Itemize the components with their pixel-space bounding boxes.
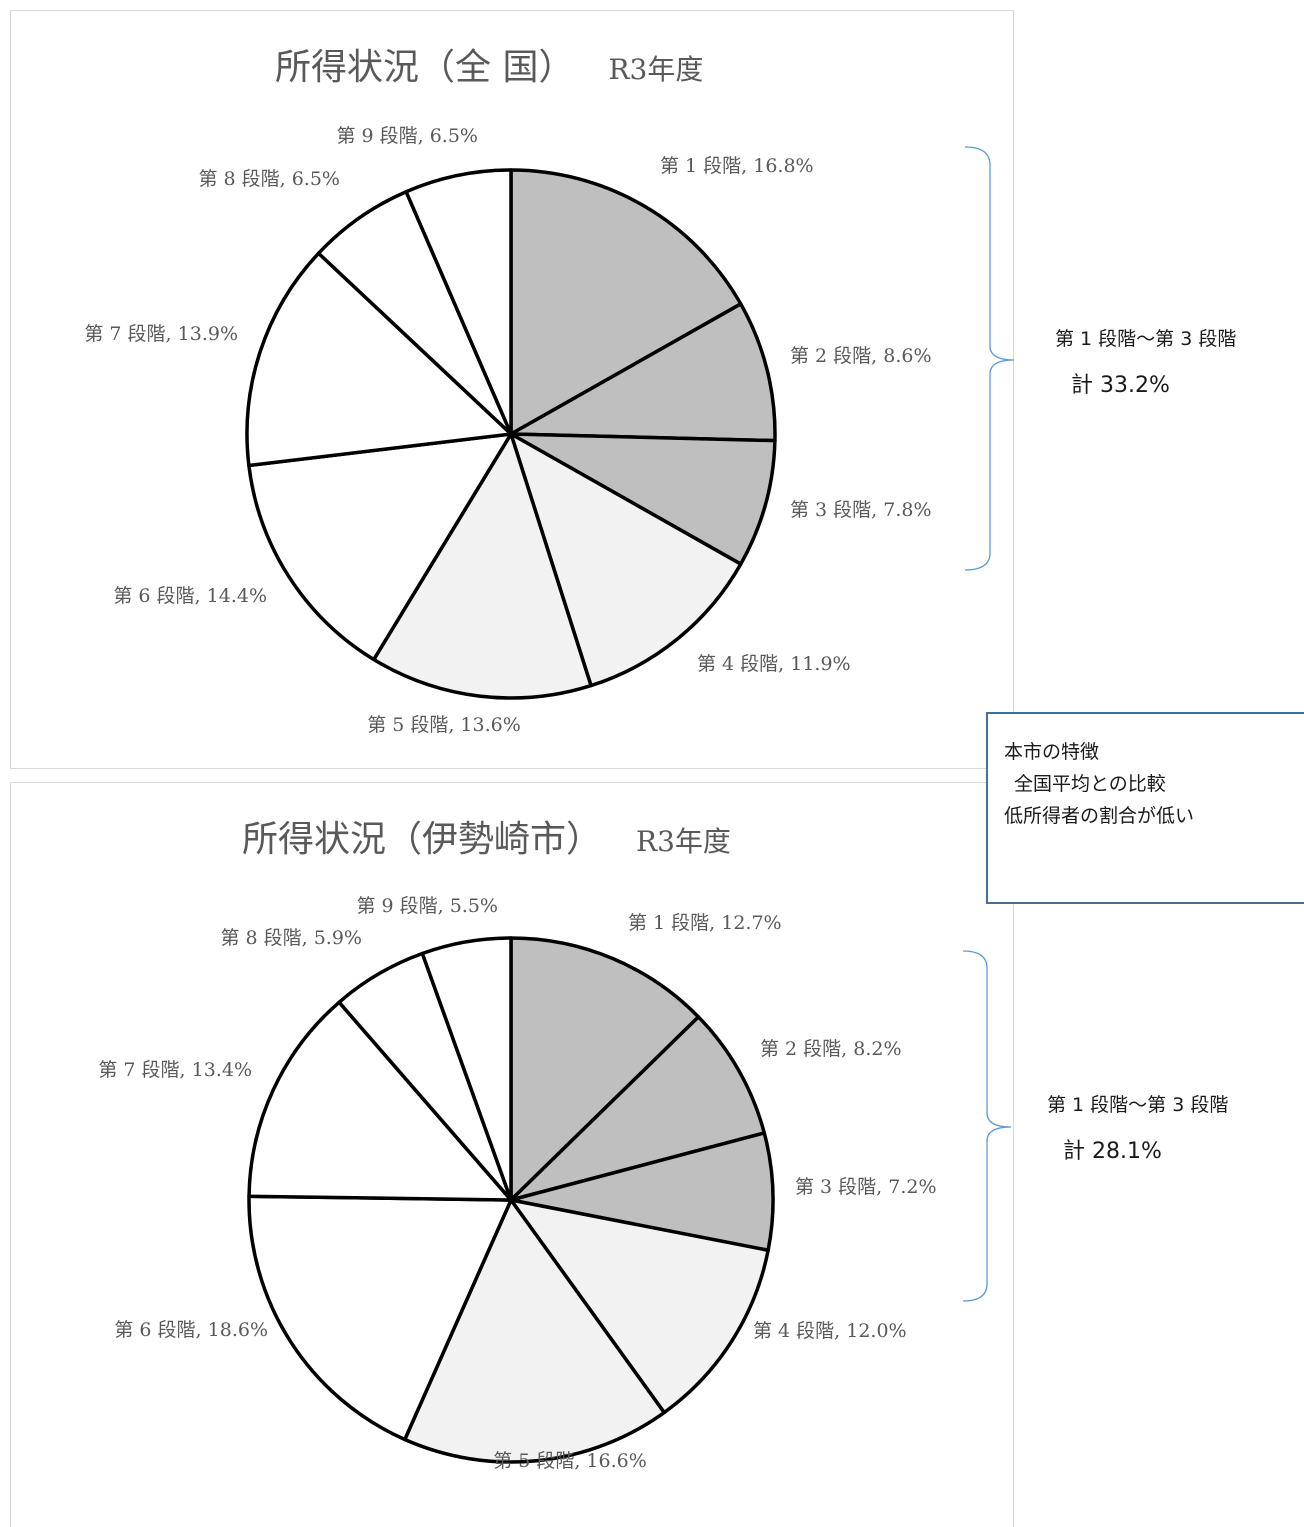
pie-national: 第 1 段階, 16.8% 第 2 段階, 8.6% 第 3 段階, 7.8% 第 4… bbox=[84, 125, 931, 736]
note-box: 本市の特徴 全国平均との比較 低所得者の割合が低い bbox=[986, 712, 1304, 904]
slice-label-9: 第 9 段階, 5.5% bbox=[356, 895, 498, 917]
slice-label-8: 第 8 段階, 5.9% bbox=[220, 927, 362, 949]
chart-title-text: 所得状況（全 国） bbox=[275, 47, 575, 88]
slice-label-8: 第 8 段階, 6.5% bbox=[198, 168, 340, 190]
slice-label-3: 第 3 段階, 7.8% bbox=[790, 499, 932, 521]
pie-slice-2 bbox=[509, 1015, 767, 1202]
pie-slice-3 bbox=[509, 432, 777, 566]
summary-range: 第 1 段階～第 3 段階 bbox=[1047, 1094, 1229, 1116]
slice-label-1: 第 1 段階, 12.7% bbox=[628, 912, 782, 934]
pie-slice-6 bbox=[247, 1194, 513, 1442]
pie-slice-2 bbox=[509, 302, 777, 443]
bracket-isesaki bbox=[962, 950, 1012, 1302]
slice-label-5: 第 5 段階, 16.6% bbox=[493, 1450, 647, 1472]
slice-label-7: 第 7 段階, 13.4% bbox=[98, 1059, 252, 1081]
slice-label-9: 第 9 段階, 6.5% bbox=[336, 125, 478, 147]
slice-label-5: 第 5 段階, 13.6% bbox=[367, 714, 521, 736]
pie-slice-5 bbox=[372, 432, 593, 700]
chart-title-national: 所得状況（全 国） R3年度 bbox=[275, 38, 703, 90]
summary-national: 第 1 段階～第 3 段階 計 33.2% bbox=[1055, 324, 1236, 399]
slice-label-6: 第 6 段階, 14.4% bbox=[113, 585, 267, 607]
summary-total: 計 33.2% bbox=[1071, 373, 1170, 398]
summary-range: 第 1 段階～第 3 段階 bbox=[1055, 328, 1237, 350]
slice-label-1: 第 1 段階, 16.8% bbox=[660, 155, 814, 177]
pie-slice-1 bbox=[509, 936, 701, 1202]
slice-label-7: 第 7 段階, 13.9% bbox=[84, 323, 238, 345]
slice-label-3: 第 3 段階, 7.2% bbox=[795, 1176, 937, 1198]
pie-slice-7 bbox=[247, 1000, 513, 1202]
note-line: 低所得者の割合が低い bbox=[1004, 805, 1195, 827]
pie-slice-3 bbox=[509, 1131, 775, 1253]
note-line: 本市の特徴 bbox=[1004, 741, 1100, 763]
note-line: 全国平均との比較 bbox=[1014, 773, 1166, 795]
slice-label-4: 第 4 段階, 11.9% bbox=[697, 653, 851, 675]
pie-slice-7 bbox=[245, 251, 513, 468]
chart-subtitle: R3年度 bbox=[608, 53, 704, 86]
pie-isesaki: 第 1 段階, 12.7% 第 2 段階, 8.2% 第 3 段階, 7.2% 第 4… bbox=[98, 895, 936, 1472]
pie-slice-1 bbox=[509, 168, 743, 436]
pie-slice-9 bbox=[404, 168, 513, 436]
slice-label-2: 第 2 段階, 8.2% bbox=[760, 1038, 902, 1060]
pie-slice-6 bbox=[247, 432, 513, 662]
summary-total: 計 28.1% bbox=[1063, 1139, 1162, 1164]
slice-label-2: 第 2 段階, 8.6% bbox=[790, 345, 932, 367]
summary-isesaki: 第 1 段階～第 3 段階 計 28.1% bbox=[1047, 1090, 1228, 1165]
pie-slice-4 bbox=[509, 432, 743, 688]
bracket-national bbox=[964, 146, 1015, 571]
pie-slice-4 bbox=[509, 1198, 770, 1415]
pie-slice-5 bbox=[403, 1198, 666, 1464]
chart-title-text: 所得状況（伊勢崎市） bbox=[242, 819, 603, 860]
chart-title-isesaki: 所得状況（伊勢崎市） R3年度 bbox=[242, 810, 731, 862]
slice-label-6: 第 6 段階, 18.6% bbox=[114, 1319, 268, 1341]
pie-slice-9 bbox=[420, 936, 513, 1202]
slice-label-4: 第 4 段階, 12.0% bbox=[753, 1320, 907, 1342]
chart-subtitle: R3年度 bbox=[636, 825, 731, 858]
